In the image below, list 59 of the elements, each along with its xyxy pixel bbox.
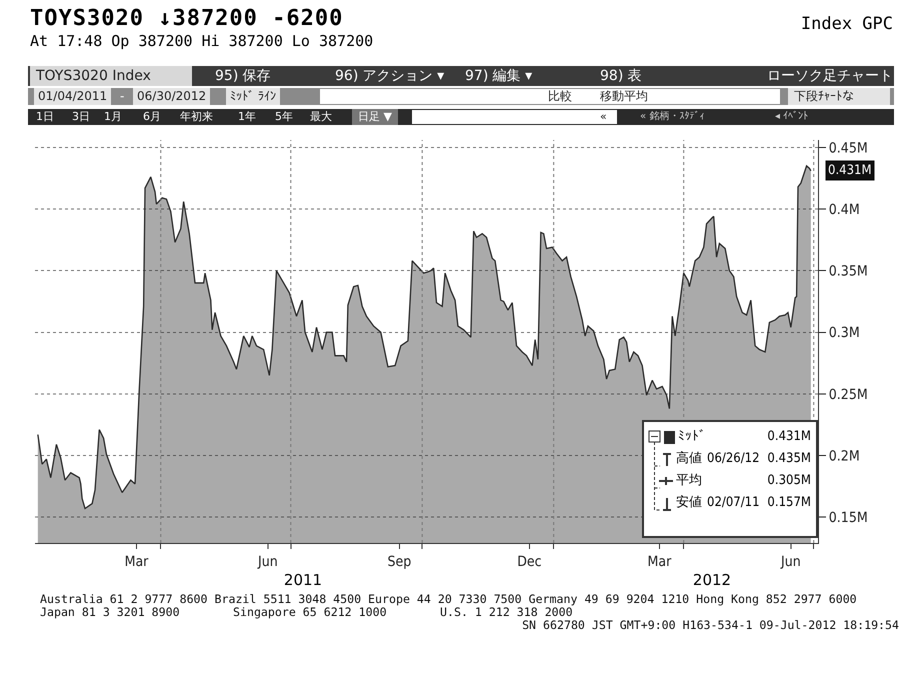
text: Singapore 65 6212 1000 [233, 605, 387, 619]
text: Australia 61 2 9777 8600 Brazil 5511 3048 4500 Europe 44 20 7330 7500 Germany 49 69 9204 1210 Hong Kong 852 2977 6000 [40, 592, 857, 606]
y-tick-label: 0.45M [828, 140, 868, 156]
text: 3日 [72, 109, 90, 125]
y-tick-label: 0.4M [828, 202, 860, 218]
text: Index GPC [800, 14, 893, 34]
text: 下段ﾁｬｰﾄな [788, 88, 890, 105]
x-tick-label: Dec [517, 554, 542, 570]
y-tick-label: 0.3M [828, 325, 860, 342]
text: ﾐｯﾄﾞ ﾗｲﾝ [226, 88, 280, 105]
annotation: 0.431M [828, 163, 872, 178]
text: - [120, 88, 124, 105]
annotation: 0.435M [767, 450, 811, 468]
text: 比較 [548, 88, 572, 105]
annotation: 02/07/11 [707, 494, 760, 512]
text: ローソク足チャート [767, 67, 893, 86]
y-tick-label: 0.25M [828, 386, 868, 403]
text: 2011 [284, 571, 322, 589]
text: « 銘柄・ｽﾀﾃﾞｨ [640, 110, 704, 124]
text: SN 662780 JST GMT+9:00 H163-534-1 09-Jul-2012 18:19:54 [522, 618, 899, 632]
x-tick-label: Sep [387, 554, 412, 570]
text: 日足 ▼ [352, 109, 398, 125]
chart-subtitle: At 17:48 Op 387200 Hi 387200 Lo 387200 [30, 32, 374, 50]
annotation: 安値 [676, 494, 702, 512]
text: 96) アクション ▾ [335, 67, 444, 86]
x-tick-label: Mar [124, 554, 150, 570]
text: 最大 [310, 109, 332, 125]
annotation: 06/26/12 [707, 450, 760, 468]
annotation: 高値 [676, 450, 702, 468]
x-tick-label: Mar [648, 554, 672, 570]
text: 1年 [238, 109, 256, 125]
text: Japan 81 3 3201 8900 [40, 605, 180, 619]
text: 95) 保存 [215, 67, 271, 86]
annotation: 0.157M [767, 494, 811, 512]
annotation: 0.305M [767, 472, 811, 490]
text: « [600, 109, 607, 125]
y-tick-label: 0.2M [828, 448, 860, 464]
text: 1月 [104, 109, 122, 125]
text: 98) 表 [600, 67, 642, 86]
text: 01/04/2011 [34, 88, 112, 105]
x-tick-label: Jun [780, 554, 801, 570]
chart-title: TOYS3020 ↓387200 -6200 [30, 6, 344, 31]
annotation: 0.431M [767, 428, 811, 446]
text: 2012 [692, 571, 732, 589]
annotation: 平均 [676, 472, 702, 490]
text: U.S. 1 212 318 2000 [440, 605, 573, 619]
text: ◂ ｲﾍﾞﾝﾄ [775, 110, 808, 124]
text: 1日 [36, 109, 54, 125]
text: 97) 編集 ▾ [465, 67, 532, 86]
text: 06/30/2012 [133, 88, 210, 105]
text: 5年 [275, 109, 293, 125]
text: TOYS3020 Index [30, 66, 192, 86]
y-tick-label: 0.15M [828, 510, 868, 526]
text: 移動平均 [600, 88, 648, 105]
y-tick-label: 0.35M [828, 264, 868, 280]
legend-label: ﾐｯﾄﾞ [678, 428, 706, 446]
text: 6月 [143, 109, 161, 125]
text: 年初来 [180, 109, 213, 125]
x-tick-label: Jun [257, 554, 278, 570]
